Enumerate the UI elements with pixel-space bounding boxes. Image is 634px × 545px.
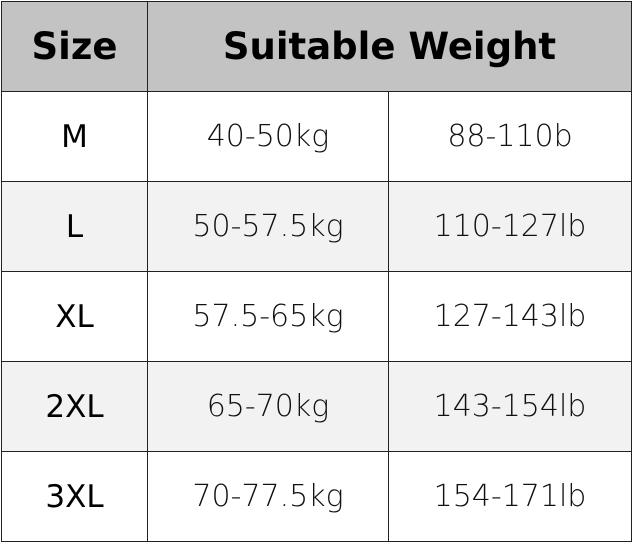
table-row: XL 57.5-65kg 127-143lb (1, 271, 632, 362)
table-row: 3XL 70-77.5kg 154-171lb (1, 451, 632, 542)
header-size: Size (1, 1, 148, 92)
kg-cell: 50-57.5kg (147, 181, 389, 272)
lb-cell: 110-127lb (388, 181, 632, 272)
table-row: L 50-57.5kg 110-127lb (1, 181, 632, 272)
size-cell: 2XL (1, 361, 148, 452)
lb-cell: 154-171lb (388, 451, 632, 542)
kg-cell: 65-70kg (147, 361, 389, 452)
kg-cell: 57.5-65kg (147, 271, 389, 362)
kg-cell: 70-77.5kg (147, 451, 389, 542)
header-row: Size Suitable Weight (1, 1, 632, 92)
table-row: M 40-50kg 88-110b (1, 91, 632, 182)
lb-cell: 143-154lb (388, 361, 632, 452)
lb-cell: 127-143lb (388, 271, 632, 362)
size-cell: M (1, 91, 148, 182)
size-cell: 3XL (1, 451, 148, 542)
lb-cell: 88-110b (388, 91, 632, 182)
header-suitable-weight: Suitable Weight (147, 1, 632, 92)
size-cell: XL (1, 271, 148, 362)
size-cell: L (1, 181, 148, 272)
kg-cell: 40-50kg (147, 91, 389, 182)
table-row: 2XL 65-70kg 143-154lb (1, 361, 632, 452)
